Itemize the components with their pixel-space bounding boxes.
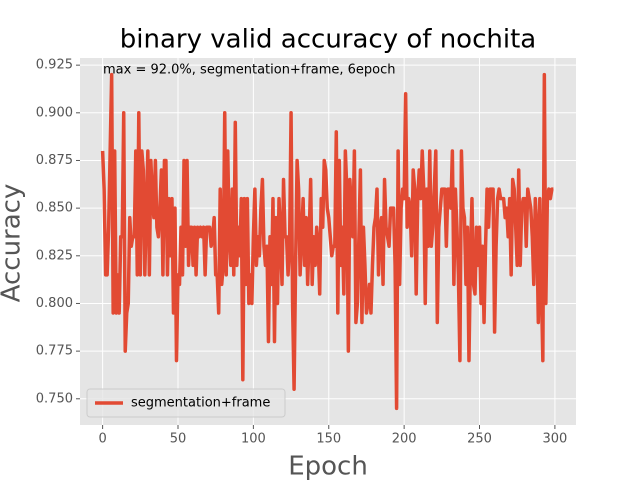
- legend-box: [86, 388, 286, 418]
- y-tick-label: 0.900: [36, 105, 73, 120]
- x-axis-label: Epoch: [288, 452, 368, 480]
- x-tick-label: 50: [170, 432, 187, 447]
- y-tick-label: 0.875: [36, 153, 73, 168]
- x-tick-label: 200: [392, 432, 417, 447]
- y-tick-label: 0.850: [36, 201, 73, 216]
- y-tick-label: 0.825: [36, 248, 73, 263]
- y-axis-label: Accuracy: [0, 184, 27, 303]
- legend-label: segmentation+frame: [131, 396, 270, 411]
- y-tick-label: 0.775: [36, 344, 73, 359]
- annotation: max = 92.0%, segmentation+frame, 6epoch: [103, 63, 396, 78]
- data-line: [100, 72, 554, 411]
- chart-title: binary valid accuracy of nochita: [120, 25, 536, 55]
- y-tick-label: 0.925: [36, 58, 73, 73]
- x-tick-label: 0: [98, 432, 106, 447]
- y-tick-label: 0.800: [36, 296, 73, 311]
- x-tick-label: 250: [467, 432, 492, 447]
- y-tick-label: 0.750: [36, 391, 73, 406]
- x-tick-label: 150: [316, 432, 341, 447]
- x-tick-label: 300: [542, 432, 567, 447]
- x-tick-label: 100: [241, 432, 266, 447]
